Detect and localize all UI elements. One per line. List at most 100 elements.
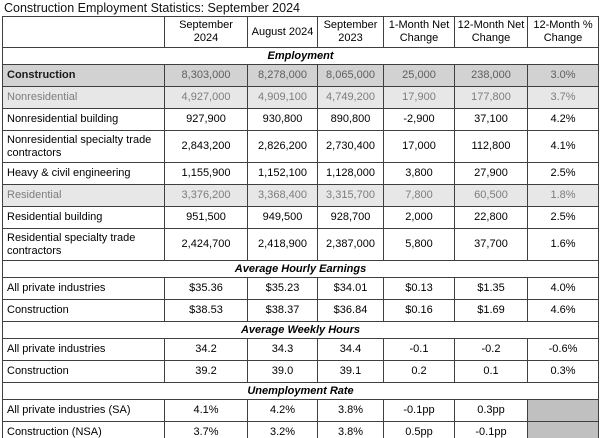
row-label: Construction: [2, 299, 165, 322]
table-cell: 112,800: [454, 130, 528, 163]
table-cell: 0.1: [454, 360, 528, 383]
table-cell: 7,800: [383, 184, 455, 207]
table-cell: 928,700: [317, 206, 384, 229]
table-cell: $34.01: [317, 277, 384, 300]
table-cell: $35.36: [164, 277, 248, 300]
table-row: Residential 3,376,200 3,368,400 3,315,70…: [2, 184, 599, 207]
section-row-weekly-hours: Average Weekly Hours: [2, 321, 599, 339]
row-label: Residential: [2, 184, 165, 207]
table-cell: 4,749,200: [317, 86, 384, 109]
table-cell: 951,500: [164, 206, 248, 229]
table-cell: 2.5%: [527, 162, 599, 185]
table-cell: 60,500: [454, 184, 528, 207]
table-cell: 1,152,100: [247, 162, 318, 185]
column-header: August 2024: [247, 16, 318, 48]
table-cell: $38.53: [164, 299, 248, 322]
table-cell-empty: [527, 421, 599, 438]
table-cell: 39.1: [317, 360, 384, 383]
section-header: Unemployment Rate: [2, 382, 599, 400]
table-cell: 25,000: [383, 64, 455, 87]
section-header: Employment: [2, 47, 599, 65]
table-cell: -0.1: [383, 338, 455, 361]
row-label: Construction: [2, 360, 165, 383]
table-cell: -0.2: [454, 338, 528, 361]
table-cell: 1.8%: [527, 184, 599, 207]
section-row-hourly-earnings: Average Hourly Earnings: [2, 260, 599, 278]
table-cell: 4.1%: [164, 399, 248, 422]
table-cell: 890,800: [317, 108, 384, 131]
table-row: Nonresidential 4,927,000 4,909,100 4,749…: [2, 86, 599, 109]
row-label: All private industries (SA): [2, 399, 165, 422]
table-cell: $35.23: [247, 277, 318, 300]
table-cell: 4.2%: [247, 399, 318, 422]
table-cell: 17,000: [383, 130, 455, 163]
table-cell: 3.0%: [527, 64, 599, 87]
table-cell: 22,800: [454, 206, 528, 229]
table-cell: 3,800: [383, 162, 455, 185]
row-label: All private industries: [2, 338, 165, 361]
row-label: Residential specialty trade contractors: [2, 228, 165, 261]
table-row: All private industries $35.36 $35.23 $34…: [2, 277, 599, 300]
table-cell: 0.5pp: [383, 421, 455, 438]
row-label: Heavy & civil engineering: [2, 162, 165, 185]
table-cell: 1,128,000: [317, 162, 384, 185]
table-cell: 2,418,900: [247, 228, 318, 261]
table-cell: 8,303,000: [164, 64, 248, 87]
table-cell: 3,376,200: [164, 184, 248, 207]
table-cell: 2.5%: [527, 206, 599, 229]
column-header: 12-Month % Change: [527, 16, 599, 48]
table-cell: 2,826,200: [247, 130, 318, 163]
table-row: Residential specialty trade contractors …: [2, 228, 599, 261]
table-cell: 0.3%: [527, 360, 599, 383]
table-cell: 39.2: [164, 360, 248, 383]
table-row: Construction $38.53 $38.37 $36.84 $0.16 …: [2, 299, 599, 322]
table-cell: 2,387,000: [317, 228, 384, 261]
table-cell: 4.1%: [527, 130, 599, 163]
table-cell: 3.8%: [317, 399, 384, 422]
table-cell: $36.84: [317, 299, 384, 322]
table-cell: 4.6%: [527, 299, 599, 322]
table-row: All private industries (SA) 4.1% 4.2% 3.…: [2, 399, 599, 422]
table-row: All private industries 34.2 34.3 34.4 -0…: [2, 338, 599, 361]
column-header: 1-Month Net Change: [383, 16, 455, 48]
column-header: September 2024: [164, 16, 248, 48]
table-cell: 3.8%: [317, 421, 384, 438]
table-cell: 8,065,000: [317, 64, 384, 87]
table-cell: -0.6%: [527, 338, 599, 361]
column-header-row: September 2024 August 2024 September 202…: [2, 16, 599, 48]
table-cell: 949,500: [247, 206, 318, 229]
table-cell: 39.0: [247, 360, 318, 383]
table-cell: 5,800: [383, 228, 455, 261]
table-cell: 34.3: [247, 338, 318, 361]
section-header: Average Hourly Earnings: [2, 260, 599, 278]
table-row: Construction (NSA) 3.7% 3.2% 3.8% 0.5pp …: [2, 421, 599, 438]
table-cell: 2,000: [383, 206, 455, 229]
table-row: Nonresidential specialty trade contracto…: [2, 130, 599, 163]
table-cell: 3,368,400: [247, 184, 318, 207]
table-cell: 4,909,100: [247, 86, 318, 109]
section-header: Average Weekly Hours: [2, 321, 599, 339]
table-cell: $1.69: [454, 299, 528, 322]
table-cell: -2,900: [383, 108, 455, 131]
table-cell: 238,000: [454, 64, 528, 87]
row-label: Construction (NSA): [2, 421, 165, 438]
column-header: 12-Month Net Change: [454, 16, 528, 48]
table-row: Construction 39.2 39.0 39.1 0.2 0.1 0.3%: [2, 360, 599, 383]
table-cell: $0.16: [383, 299, 455, 322]
table-cell: $38.37: [247, 299, 318, 322]
table-cell: 927,900: [164, 108, 248, 131]
table-cell: -0.1pp: [454, 421, 528, 438]
row-label: Construction: [2, 64, 165, 87]
table-cell: 3.7%: [527, 86, 599, 109]
table-cell: 34.2: [164, 338, 248, 361]
table-cell: 0.2: [383, 360, 455, 383]
table-cell: $0.13: [383, 277, 455, 300]
table-cell: -0.1pp: [383, 399, 455, 422]
corner-cell: [2, 16, 165, 48]
table-cell: 0.3pp: [454, 399, 528, 422]
row-label: Nonresidential building: [2, 108, 165, 131]
table-cell: 4,927,000: [164, 86, 248, 109]
table-row: Residential building 951,500 949,500 928…: [2, 206, 599, 229]
table-cell: 2,424,700: [164, 228, 248, 261]
table-cell: 37,100: [454, 108, 528, 131]
